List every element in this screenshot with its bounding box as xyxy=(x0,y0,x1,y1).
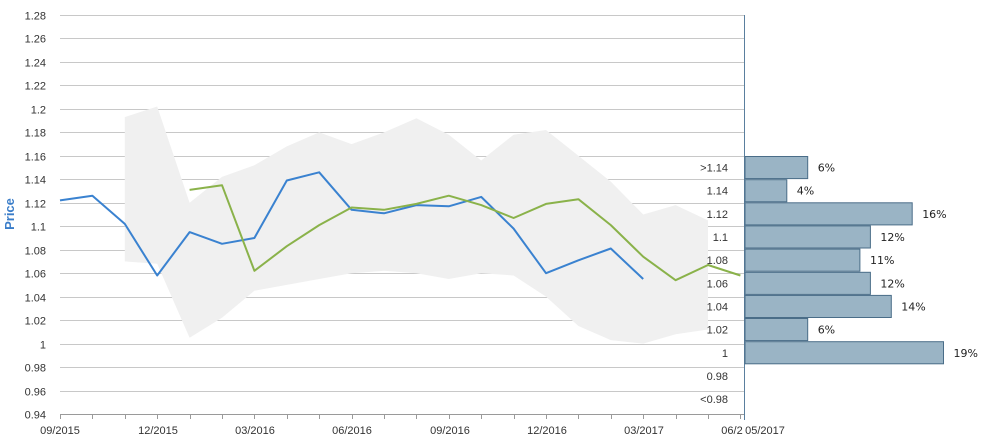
y-tick-label: 1.24 xyxy=(25,58,46,70)
histogram-value-label: 4% xyxy=(797,185,814,198)
histogram-category-label: 1.12 xyxy=(707,209,728,221)
y-tick-label: 1.16 xyxy=(25,152,46,164)
histogram-bar xyxy=(744,156,809,180)
x-tick-labels: 09/2015 12/2015 03/2016 06/2016 09/2016 12/20… xyxy=(40,425,785,437)
y-tick-label: 1.02 xyxy=(25,316,46,328)
histogram-category-label: <0.98 xyxy=(700,394,728,406)
y-tick-label: 1.08 xyxy=(25,246,46,258)
histogram-bar xyxy=(744,271,871,295)
histogram-value-label: 6% xyxy=(818,324,835,337)
y-tick-label: 1 xyxy=(40,340,46,352)
x-tick-label: 09/2016 xyxy=(430,425,470,437)
x-tick-label: 12/2015 xyxy=(138,425,178,437)
histogram-category-label: >1.14 xyxy=(700,163,728,175)
histogram-bar xyxy=(744,225,871,249)
price-range-band xyxy=(124,106,709,344)
histogram-bar xyxy=(744,248,861,272)
x-tick-label: 03/2017 xyxy=(624,425,664,437)
y-tick-label: 1.12 xyxy=(25,199,46,211)
histogram-category-label: 1.14 xyxy=(707,186,728,198)
histogram-bar xyxy=(744,294,892,318)
y-tick-label: 1.28 xyxy=(25,11,46,23)
range-band xyxy=(124,106,709,344)
y-tick-label: 1.06 xyxy=(25,269,46,281)
histogram-category-label: 1 xyxy=(722,348,728,360)
histogram-value-label: 16% xyxy=(922,208,946,221)
histogram-value-label: 19% xyxy=(954,347,978,360)
histogram-category-label: 1.04 xyxy=(707,302,728,314)
histogram-value-label: 12% xyxy=(880,277,904,290)
histogram-bar xyxy=(744,179,788,203)
histogram-bar xyxy=(744,341,944,365)
y-tick-label: 1.14 xyxy=(25,175,46,187)
histogram-category-label: 1.02 xyxy=(707,325,728,337)
distribution-histogram: >1.14 6%1.14 4%1.12 16%1.1 12%1.08 11%1.06 12%… xyxy=(700,156,978,406)
histogram-category-label: 1.06 xyxy=(707,278,728,290)
histogram-category-label: 1.08 xyxy=(707,255,728,267)
x-tick-label: 12/2016 xyxy=(527,425,567,437)
series-lines xyxy=(59,171,741,282)
histogram-value-label: 12% xyxy=(880,231,904,244)
series-line-1 xyxy=(59,171,644,280)
y-tick-label: 1.22 xyxy=(25,81,46,93)
y-tick-label: 0.94 xyxy=(25,410,46,422)
x-tick-label: 03/2016 xyxy=(235,425,275,437)
y-tick-label: 1.04 xyxy=(25,293,46,305)
y-tick-label: 0.96 xyxy=(25,387,46,399)
histogram-category-label: 0.98 xyxy=(707,371,728,383)
histogram-category-label: 1.1 xyxy=(713,232,728,244)
y-tick-label: 1.18 xyxy=(25,128,46,140)
x-tick-label: 05/2017 xyxy=(745,425,785,437)
series-line-2 xyxy=(189,184,741,282)
histogram-value-label: 11% xyxy=(870,254,894,267)
y-tick-label: 1.2 xyxy=(31,105,46,117)
histogram-bar xyxy=(744,318,809,342)
y-tick-labels: 0.94 0.96 0.98 1 1.02 1.04 1.06 1.08 1.1 1.12 1.14… xyxy=(25,11,46,422)
y-tick-label: 1.1 xyxy=(31,222,46,234)
y-tick-label: 0.98 xyxy=(25,363,46,375)
histogram-value-label: 14% xyxy=(901,301,925,314)
histogram-value-label: 6% xyxy=(818,162,835,175)
y-axis-label: Price xyxy=(2,198,17,230)
x-tick-label: 09/2015 xyxy=(40,425,80,437)
x-tick-label: 06/2016 xyxy=(332,425,372,437)
histogram-bar xyxy=(744,202,913,226)
x-tick-label: 06/2 xyxy=(721,425,742,437)
y-tick-label: 1.26 xyxy=(25,34,46,46)
